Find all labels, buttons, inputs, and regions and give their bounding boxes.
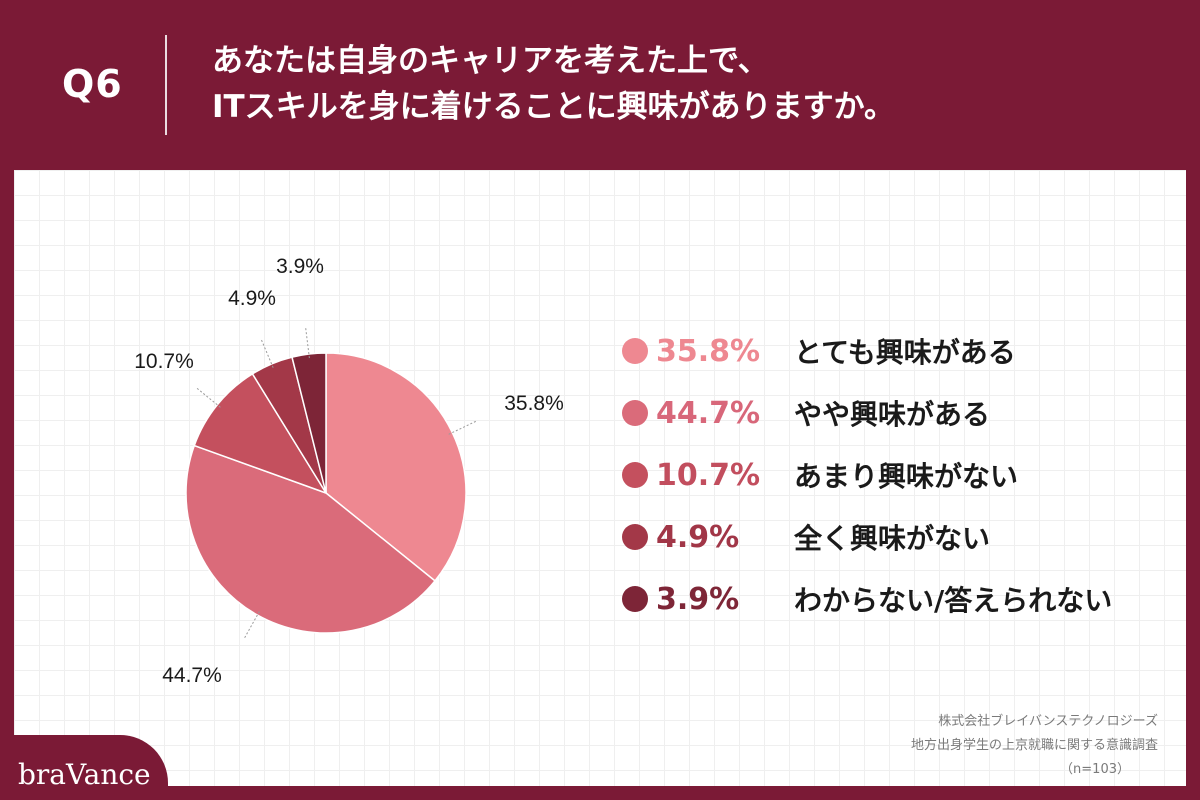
question-number: Q6: [62, 62, 123, 106]
pie-data-label: 44.7%: [162, 664, 222, 687]
question-title: あなたは自身のキャリアを考えた上で、 ITスキルを身に着けることに興味があります…: [212, 38, 1172, 130]
legend-label: とても興味がある: [794, 336, 1016, 369]
pie-data-label: 35.8%: [504, 392, 564, 415]
legend-dot: [622, 524, 648, 550]
legend-item: 4.9% 全く興味がない: [622, 506, 1182, 568]
leader-line: [243, 611, 260, 640]
leader-line: [260, 338, 274, 368]
legend-label: わからない/答えられない: [794, 584, 1113, 617]
header-divider: [165, 35, 167, 135]
legend-percent: 44.7%: [656, 395, 761, 431]
pie-chart: 35.8% 44.7% 10.7% 4.9%3.9%: [134, 255, 564, 687]
legend: 35.8% とても興味がある 44.7% やや興味がある 10.7% あまり興味…: [622, 320, 1182, 630]
pie-data-label: 3.9%: [276, 255, 324, 278]
leader-line: [195, 386, 221, 408]
legend-item: 35.8% とても興味がある: [622, 320, 1182, 382]
chart-panel: 35.8% 44.7% 10.7% 4.9% 3.9% 35.8% とても興味がある 4…: [14, 170, 1186, 786]
pie-slice: [185, 444, 437, 634]
bravance-logo: braVance: [18, 758, 151, 791]
pie-data-label: 10.7%: [134, 350, 194, 373]
source-survey: 地方出身学生の上京就職に関する意識調査: [910, 738, 1158, 753]
legend-percent: 4.9%: [656, 519, 740, 555]
leader-line: [304, 326, 310, 359]
sample-size: （n=103）: [1060, 762, 1130, 777]
legend-item: 10.7% あまり興味がない: [622, 444, 1182, 506]
legend-item: 44.7% やや興味がある: [622, 382, 1182, 444]
legend-item: 3.9% わからない/答えられない: [622, 568, 1182, 630]
legend-dot: [622, 462, 648, 488]
legend-percent: 35.8%: [656, 333, 761, 369]
pie-slice: [193, 372, 328, 495]
legend-dot: [622, 586, 648, 612]
legend-label: あまり興味がない: [794, 460, 1019, 493]
legend-dot: [622, 338, 648, 364]
legend-percent: 3.9%: [656, 581, 740, 617]
legend-label: 全く興味がない: [794, 522, 991, 555]
source-note: 株式会社ブレイバンステクノロジーズ 地方出身学生の上京就職に関する意識調査 （n…: [911, 710, 1158, 782]
legend-percent: 10.7%: [656, 457, 761, 493]
pie-data-label: 4.9%: [228, 287, 276, 310]
header: Q6 あなたは自身のキャリアを考えた上で、 ITスキルを身に着けることに興味があ…: [0, 0, 1200, 170]
question-title-line-1: あなたは自身のキャリアを考えた上で、: [212, 43, 769, 79]
source-company: 株式会社ブレイバンステクノロジーズ: [938, 714, 1158, 729]
legend-label: やや興味がある: [794, 398, 991, 431]
leader-line: [448, 420, 478, 435]
logo-tab: [0, 735, 168, 800]
legend-dot: [622, 400, 648, 426]
question-title-line-2: ITスキルを身に着けることに興味がありますか。: [212, 89, 896, 125]
